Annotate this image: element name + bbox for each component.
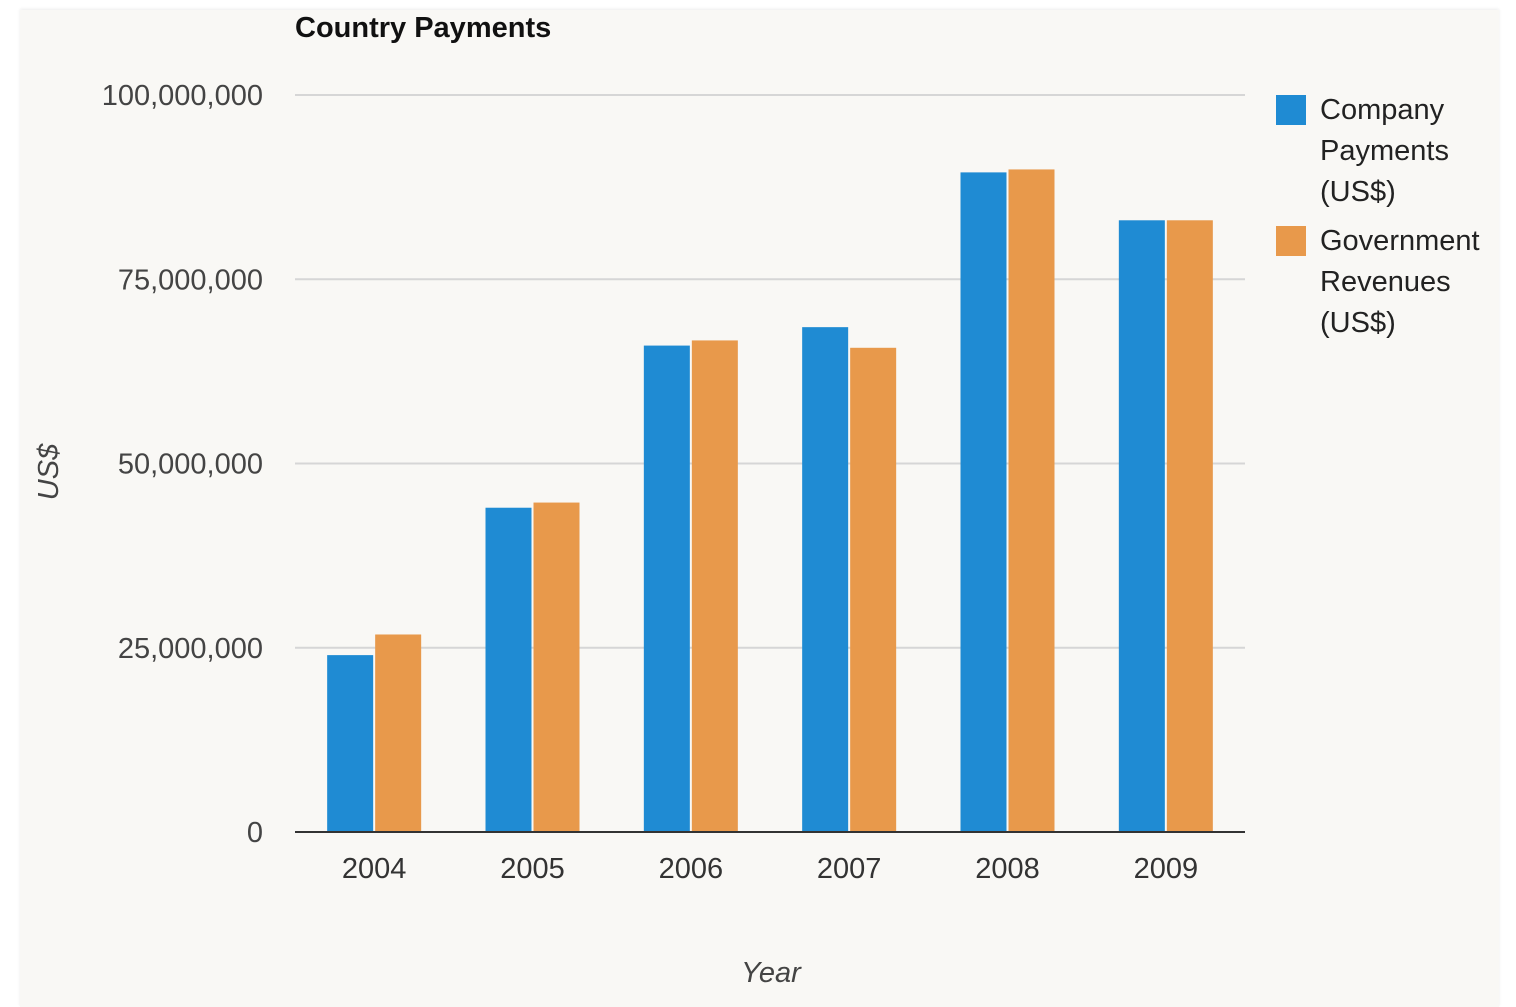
bar-government-revenues-2006[interactable] (691, 340, 738, 832)
legend-item-government-revenues[interactable]: Government Revenues (US$) (1276, 221, 1496, 344)
x-tick-label: 2009 (1134, 853, 1199, 885)
x-axis-title: Year (741, 957, 802, 989)
y-tick-label: 75,000,000 (118, 264, 263, 296)
bar-chart: 0 25,000,000 50,000,000 75,000,000 100,000,0… (33, 80, 1245, 989)
legend-label-government-revenues: Government Revenues (US$) (1320, 225, 1480, 339)
legend: Company Payments (US$) Government Revenu… (1276, 90, 1496, 352)
y-tick-label: 100,000,000 (102, 80, 263, 112)
x-tick-label: 2004 (342, 853, 407, 885)
bar-government-revenues-2009[interactable] (1166, 220, 1213, 833)
legend-swatch-company-payments (1276, 95, 1306, 125)
legend-label-company-payments: Company Payments (US$) (1320, 94, 1449, 208)
bar-company-payments-2007[interactable] (802, 327, 849, 832)
chart-panel: Country Payments 0 25,000,000 50,000,000 75… (20, 10, 1499, 1007)
x-tick-label: 2008 (975, 853, 1040, 885)
bar-company-payments-2004[interactable] (327, 655, 374, 832)
bar-government-revenues-2004[interactable] (375, 634, 422, 832)
y-tick-label: 0 (247, 817, 263, 849)
bar-government-revenues-2008[interactable] (1008, 169, 1055, 832)
x-tick-label: 2007 (817, 853, 882, 885)
x-tick-label: 2006 (659, 853, 724, 885)
y-axis-title: US$ (33, 443, 65, 500)
tick-labels: 0 25,000,000 50,000,000 75,000,000 100,000,0… (102, 80, 1198, 885)
bar-government-revenues-2005[interactable] (533, 502, 580, 832)
gridlines (295, 94, 1245, 649)
legend-swatch-government-revenues (1276, 226, 1306, 256)
bar-company-payments-2005[interactable] (485, 507, 532, 832)
chart-title: Country Payments (295, 12, 552, 44)
y-tick-label: 50,000,000 (118, 449, 263, 481)
bar-company-payments-2009[interactable] (1118, 220, 1165, 833)
x-tick-label: 2005 (500, 853, 565, 885)
y-tick-label: 25,000,000 (118, 633, 263, 665)
bar-company-payments-2008[interactable] (960, 172, 1007, 832)
bar-government-revenues-2007[interactable] (850, 347, 897, 832)
bars (327, 169, 1213, 833)
legend-item-company-payments[interactable]: Company Payments (US$) (1276, 90, 1496, 213)
bar-company-payments-2006[interactable] (643, 345, 690, 832)
